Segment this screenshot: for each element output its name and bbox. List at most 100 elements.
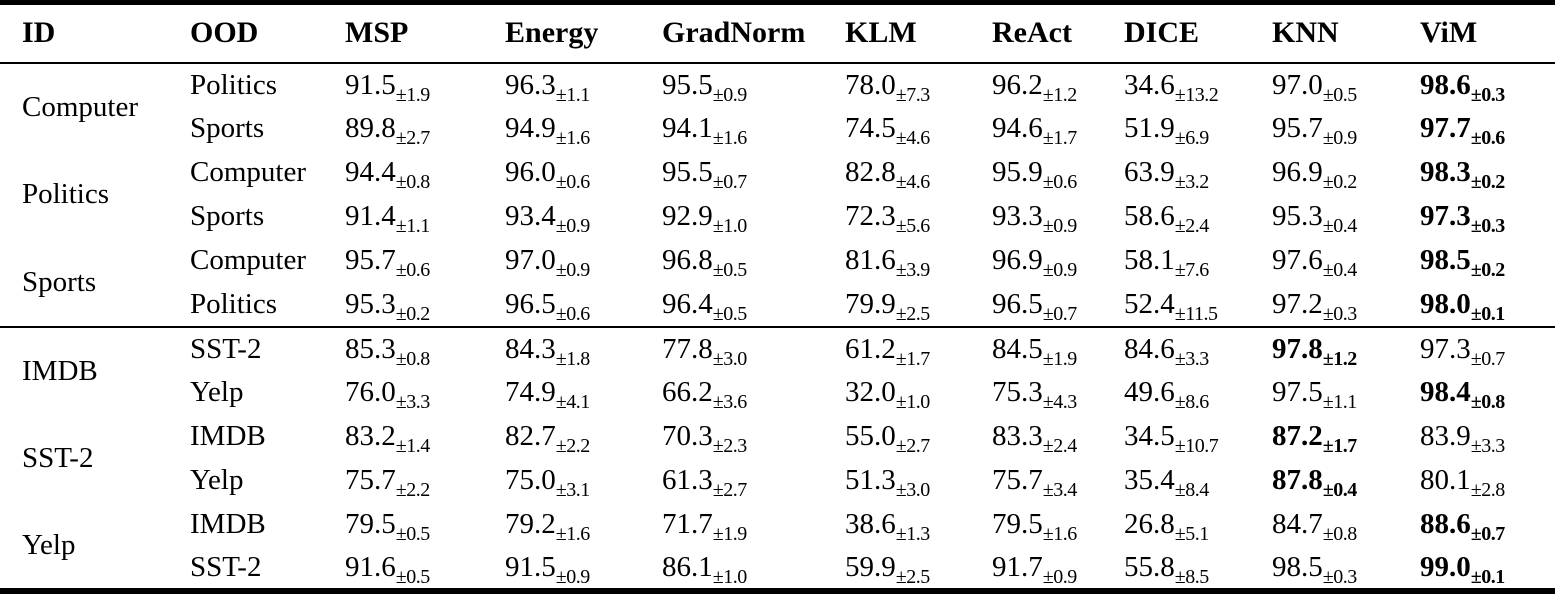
metric-cell-react: 84.5±1.9 bbox=[992, 327, 1124, 371]
metric-cell-dice: 63.9±3.2 bbox=[1124, 151, 1272, 195]
metric-std: ±0.2 bbox=[1470, 259, 1505, 281]
metric-std: ±1.0 bbox=[712, 215, 747, 237]
column-header-gradnorm: GradNorm bbox=[662, 16, 806, 50]
metric-std: ±0.5 bbox=[395, 523, 430, 545]
ood-dataset-cell: Yelp bbox=[190, 376, 244, 408]
column-header-id: ID bbox=[22, 16, 56, 50]
metric-cell-knn: 96.9±0.2 bbox=[1272, 151, 1420, 195]
metric-cell-gradnorm: 70.3±2.3 bbox=[662, 415, 845, 459]
metric-mean: 96.4 bbox=[662, 287, 713, 320]
metric-std: ±3.2 bbox=[1174, 171, 1209, 193]
metric-mean: 71.7 bbox=[662, 508, 713, 540]
table-row: Sports Computer 95.7±0.6 97.0±0.9 96.8±0.5 81… bbox=[0, 239, 1555, 298]
ood-dataset-cell: SST-2 bbox=[190, 332, 262, 365]
table-row: Yelp 76.0±3.3 74.9±4.1 66.2±3.6 32.0±1.0 75.3… bbox=[0, 371, 1555, 415]
metric-mean: 97.2 bbox=[1272, 287, 1323, 320]
metric-mean: 97.0 bbox=[505, 244, 556, 276]
metric-std: ±0.6 bbox=[555, 171, 590, 193]
metric-mean: 96.8 bbox=[662, 244, 713, 276]
metric-mean: 84.7 bbox=[1272, 508, 1323, 540]
metric-std: ±2.7 bbox=[395, 127, 430, 149]
metric-std: ±0.6 bbox=[1042, 171, 1077, 193]
id-dataset-cell: Sports bbox=[22, 265, 97, 298]
id-dataset-cell: Politics bbox=[22, 178, 110, 210]
metric-cell-msp: 89.8±2.7 bbox=[345, 107, 505, 151]
metric-cell-msp: 75.7±2.2 bbox=[345, 459, 505, 503]
metric-cell-knn: 95.7±0.9 bbox=[1272, 107, 1420, 151]
metric-std: ±8.6 bbox=[1174, 391, 1209, 413]
metric-mean: 91.5 bbox=[345, 68, 396, 101]
id-dataset-cell: Computer bbox=[22, 90, 138, 123]
metric-cell-klm: 32.0±1.0 bbox=[845, 371, 992, 415]
metric-cell-msp: 95.3±0.2 bbox=[345, 283, 505, 327]
metric-cell-vim: 88.6±0.7 bbox=[1420, 503, 1555, 547]
metric-mean: 97.6 bbox=[1272, 244, 1323, 276]
table-section-sentiment: IMDB SST-2 85.3±0.8 84.3±1.8 77.8±3.0 61.2±1.… bbox=[0, 326, 1555, 591]
metric-cell-react: 94.6±1.7 bbox=[992, 107, 1124, 151]
metric-cell-react: 95.9±0.6 bbox=[992, 151, 1124, 195]
metric-mean: 70.3 bbox=[662, 420, 713, 452]
metric-std: ±3.1 bbox=[555, 479, 590, 501]
metric-std: ±4.3 bbox=[1042, 391, 1077, 413]
metric-cell-msp: 95.7±0.6 bbox=[345, 239, 505, 283]
metric-std: ±2.7 bbox=[895, 435, 930, 457]
metric-cell-energy: 79.2±1.6 bbox=[505, 503, 662, 547]
metric-mean: 97.7 bbox=[1420, 112, 1471, 144]
metric-std: ±2.3 bbox=[712, 435, 747, 457]
metric-cell-vim: 97.3±0.7 bbox=[1420, 327, 1555, 371]
metric-std: ±1.8 bbox=[555, 347, 590, 370]
metric-cell-vim: 97.3±0.3 bbox=[1420, 195, 1555, 239]
metric-cell-knn: 97.2±0.3 bbox=[1272, 283, 1420, 327]
metric-mean: 79.2 bbox=[505, 508, 556, 540]
metric-mean: 98.4 bbox=[1420, 376, 1471, 408]
metric-std: ±10.7 bbox=[1174, 435, 1219, 457]
metric-mean: 59.9 bbox=[845, 550, 896, 583]
metric-std: ±8.4 bbox=[1174, 479, 1209, 501]
metric-std: ±0.2 bbox=[395, 302, 430, 325]
metric-std: ±5.6 bbox=[895, 215, 930, 237]
metric-mean: 96.9 bbox=[1272, 156, 1323, 188]
metric-std: ±4.6 bbox=[895, 171, 930, 193]
metric-cell-dice: 55.8±8.5 bbox=[1124, 547, 1272, 591]
metric-std: ±0.6 bbox=[1470, 127, 1505, 149]
metric-std: ±0.3 bbox=[1322, 302, 1357, 325]
metric-cell-knn: 87.2±1.7 bbox=[1272, 415, 1420, 459]
metric-mean: 95.7 bbox=[1272, 112, 1323, 144]
metric-mean: 79.5 bbox=[345, 508, 396, 540]
metric-mean: 97.5 bbox=[1272, 376, 1323, 408]
metric-std: ±3.3 bbox=[395, 391, 430, 413]
metric-mean: 98.6 bbox=[1420, 68, 1471, 101]
metric-std: ±0.6 bbox=[555, 302, 590, 325]
metric-cell-energy: 94.9±1.6 bbox=[505, 107, 662, 151]
metric-cell-knn: 97.0±0.5 bbox=[1272, 63, 1420, 107]
metric-mean: 94.9 bbox=[505, 112, 556, 144]
metric-mean: 96.3 bbox=[505, 68, 556, 101]
metric-cell-gradnorm: 66.2±3.6 bbox=[662, 371, 845, 415]
metric-cell-knn: 97.8±1.2 bbox=[1272, 327, 1420, 371]
metric-std: ±1.6 bbox=[555, 127, 590, 149]
ood-dataset-cell: Sports bbox=[190, 112, 265, 144]
metric-mean: 87.8 bbox=[1272, 464, 1323, 496]
metric-cell-dice: 49.6±8.6 bbox=[1124, 371, 1272, 415]
metric-cell-vim: 97.7±0.6 bbox=[1420, 107, 1555, 151]
metric-mean: 85.3 bbox=[345, 332, 396, 365]
metric-cell-vim: 83.9±3.3 bbox=[1420, 415, 1555, 459]
metric-std: ±7.6 bbox=[1174, 259, 1209, 281]
metric-cell-vim: 98.4±0.8 bbox=[1420, 371, 1555, 415]
metric-cell-msp: 83.2±1.4 bbox=[345, 415, 505, 459]
metric-mean: 98.0 bbox=[1420, 287, 1471, 320]
metric-mean: 97.3 bbox=[1420, 332, 1471, 365]
metric-mean: 95.5 bbox=[662, 156, 713, 188]
metric-std: ±4.6 bbox=[895, 127, 930, 149]
metric-std: ±0.4 bbox=[1322, 479, 1357, 501]
ood-dataset-cell: Computer bbox=[190, 244, 306, 276]
metric-mean: 81.6 bbox=[845, 244, 896, 276]
metric-cell-react: 91.7±0.9 bbox=[992, 547, 1124, 591]
metric-std: ±7.3 bbox=[895, 83, 930, 106]
metric-cell-react: 75.7±3.4 bbox=[992, 459, 1124, 503]
metric-cell-react: 75.3±4.3 bbox=[992, 371, 1124, 415]
metric-std: ±0.7 bbox=[1470, 347, 1505, 370]
metric-cell-gradnorm: 77.8±3.0 bbox=[662, 327, 845, 371]
table-section-topics: Computer Politics 91.5±1.9 96.3±1.1 95.5±0.9… bbox=[0, 63, 1555, 327]
ood-dataset-cell: IMDB bbox=[190, 508, 266, 540]
